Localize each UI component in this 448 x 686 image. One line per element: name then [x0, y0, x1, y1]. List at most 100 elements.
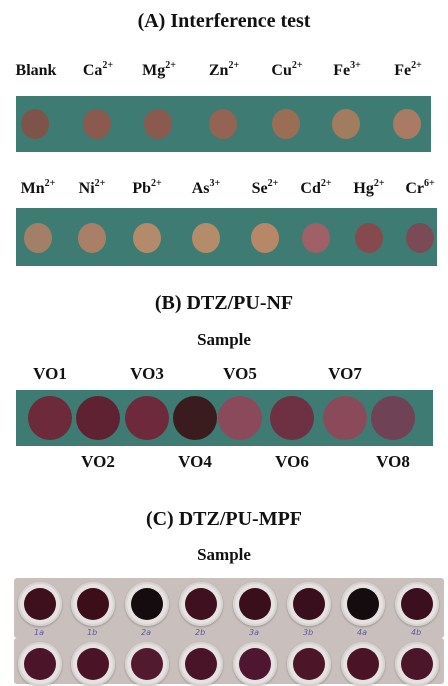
ion-symbol: Fe	[394, 62, 412, 79]
mpf-well	[71, 642, 115, 686]
ion-label: Fe3+	[307, 60, 387, 80]
interference-spot	[251, 223, 279, 253]
well-solution	[239, 648, 271, 680]
ion-charge: 2+	[102, 60, 114, 71]
ion-label: Cd2+	[276, 178, 356, 198]
mpf-well	[395, 642, 439, 686]
mpf-well	[125, 642, 169, 686]
nf-sample-label: VO8	[376, 452, 410, 471]
ion-charge: 2+	[44, 178, 56, 189]
ion-charge: 2+	[291, 60, 303, 71]
well-tag: 2b	[195, 628, 206, 637]
ion-symbol: Cd	[300, 180, 321, 197]
well-tag: 4b	[411, 628, 422, 637]
interference-spot	[83, 109, 111, 139]
interference-spot	[144, 109, 172, 139]
ion-label: Hg2+	[329, 178, 409, 198]
ion-label: Zn2+	[184, 60, 264, 80]
well-solution	[77, 588, 109, 620]
well-tag: 1a	[34, 628, 44, 637]
ion-symbol: Mn	[20, 180, 45, 197]
interference-spot	[78, 223, 106, 253]
well-solution	[77, 648, 109, 680]
ion-label: Cr6+	[380, 178, 448, 198]
ion-symbol: Ni	[78, 180, 95, 197]
interference-spot	[355, 223, 383, 253]
well-solution	[401, 588, 433, 620]
ion-charge: 2+	[165, 60, 176, 71]
well-solution	[24, 648, 56, 680]
nf-sample-label: VO7	[328, 364, 362, 383]
mpf-well	[341, 582, 385, 626]
well-solution	[347, 648, 379, 680]
nf-sample-spot	[173, 396, 217, 440]
well-tag: 3b	[303, 628, 314, 637]
ion-charge: 2+	[150, 178, 162, 189]
well-tag: 2a	[141, 628, 151, 637]
nf-sample-spot	[28, 396, 72, 440]
ion-charge: 2+	[94, 178, 106, 189]
ion-label: Mn2+	[0, 178, 78, 198]
nf-sample-spot	[125, 396, 169, 440]
ion-label: Cu2+	[247, 60, 327, 80]
interference-spot	[272, 109, 300, 139]
ion-symbol: As	[191, 180, 210, 197]
mpf-well	[395, 582, 439, 626]
section-b-subtitle: Sample	[197, 330, 251, 349]
well-solution	[185, 588, 217, 620]
interference-spot	[302, 223, 330, 253]
nf-sample-label: VO2	[81, 452, 115, 471]
ion-charge: 2+	[267, 178, 279, 189]
ion-charge: 2+	[373, 178, 385, 189]
ion-charge: 2+	[228, 60, 240, 71]
nf-sample-spot	[270, 396, 314, 440]
mpf-well	[18, 642, 62, 686]
ion-charge: 2+	[320, 178, 332, 189]
well-tag: 4a	[357, 628, 367, 637]
ion-symbol: Zn	[208, 62, 229, 79]
ion-symbol: Se	[251, 180, 268, 197]
ion-symbol: Hg	[353, 180, 374, 197]
mpf-well	[233, 582, 277, 626]
ion-symbol: Fe	[333, 62, 351, 79]
well-solution	[293, 588, 325, 620]
mpf-well	[233, 642, 277, 686]
mpf-well	[125, 582, 169, 626]
interference-spot	[21, 109, 49, 139]
well-solution	[293, 648, 325, 680]
ion-symbol: Pb	[132, 180, 151, 197]
interference-spot	[393, 109, 421, 139]
ion-symbol: Ca	[82, 62, 103, 79]
ion-charge: 6+	[423, 178, 435, 189]
well-tag: 3a	[249, 628, 259, 637]
nf-sample-label: VO6	[275, 452, 309, 471]
interference-spot	[332, 109, 360, 139]
ion-symbol: Cu	[271, 62, 292, 79]
interference-spot	[209, 109, 237, 139]
nf-sample-spot	[323, 396, 367, 440]
ion-label: As3+	[166, 178, 246, 198]
mpf-well	[179, 582, 223, 626]
mpf-well	[179, 642, 223, 686]
ion-symbol: Mg	[142, 62, 166, 79]
interference-spot	[192, 223, 220, 253]
nf-sample-label: VO4	[178, 452, 212, 471]
well-tag: 1b	[87, 628, 98, 637]
mpf-well	[71, 582, 115, 626]
ion-label: Blank	[0, 62, 76, 80]
interference-spot	[133, 223, 161, 253]
nf-sample-spot	[76, 396, 120, 440]
ion-charge: 3+	[350, 60, 361, 71]
section-b-title: (B) DTZ/PU-NF	[154, 292, 294, 314]
mpf-well	[287, 582, 331, 626]
well-solution	[131, 588, 163, 620]
section-a-title: (A) Interference test	[137, 10, 311, 32]
mpf-well	[287, 642, 331, 686]
well-solution	[24, 588, 56, 620]
ion-label: Ca2+	[58, 60, 138, 80]
ion-charge: 3+	[209, 178, 221, 189]
well-solution	[347, 588, 379, 620]
nf-sample-label: VO3	[130, 364, 164, 383]
mpf-well	[18, 582, 62, 626]
mpf-well	[341, 642, 385, 686]
